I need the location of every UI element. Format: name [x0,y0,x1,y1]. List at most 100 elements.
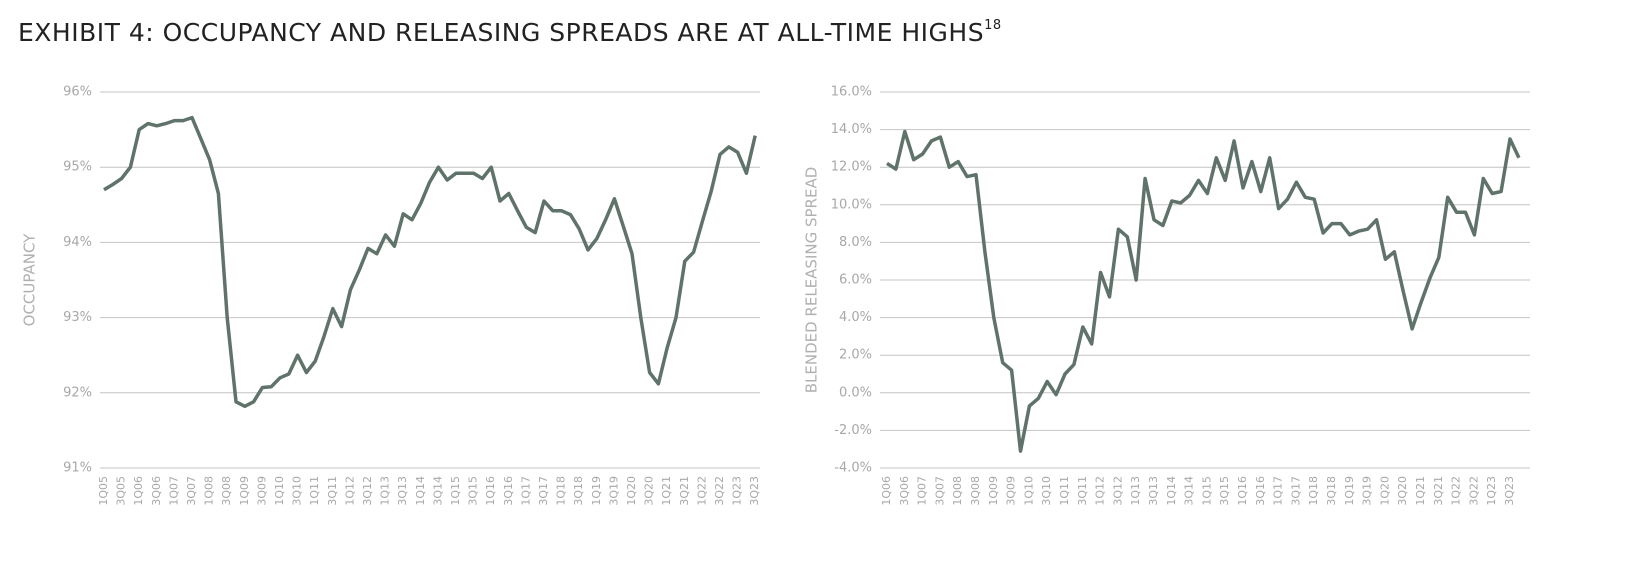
y-tick-label: 8.0% [839,235,872,250]
x-tick-label: 3Q08 [220,476,233,506]
x-tick-label: 3Q15 [467,476,480,506]
x-tick-label: 1Q16 [1236,476,1249,506]
x-tick-label: 1Q14 [414,476,427,506]
title-note: 18 [984,18,1002,33]
y-tick-label: 91% [63,461,92,476]
y-tick-label: 93% [63,310,92,325]
x-tick-label: 1Q13 [1129,476,1142,506]
x-tick-label: 1Q14 [1165,476,1178,506]
x-tick-label: 1Q21 [660,476,673,506]
x-tick-label: 1Q05 [97,476,110,506]
y-tick-label: 6.0% [839,273,872,288]
x-tick-label: 3Q08 [969,476,982,506]
x-tick-label: 3Q10 [291,476,304,506]
line-series [886,129,1521,453]
line-series [103,115,757,409]
x-tick-label: 3Q18 [1325,476,1338,506]
x-tick-label: 1Q06 [132,476,145,506]
x-tick-label: 1Q22 [1450,476,1463,506]
x-tick-label: 1Q23 [731,476,744,506]
x-tick-label: 1Q20 [625,476,638,506]
x-tick-label: 1Q21 [1414,476,1427,506]
x-tick-label: 3Q15 [1218,476,1231,506]
y-tick-label: 2.0% [839,348,872,363]
x-tick-label: 1Q18 [555,476,568,506]
title-group: EXHIBIT 4: OCCUPANCY AND RELEASING SPREA… [18,18,1002,48]
x-tick-label: 3Q11 [1076,476,1089,506]
x-tick-label: 1Q15 [1200,476,1213,506]
y-tick-label: -4.0% [834,461,872,476]
x-tick-label: 1Q12 [1094,476,1107,506]
x-tick-label: 1Q11 [1058,476,1071,506]
x-tick-label: 3Q21 [678,476,691,506]
y-tick-label: 14.0% [831,122,872,137]
x-tick-label: 3Q17 [1289,476,1302,506]
title: EXHIBIT 4: OCCUPANCY AND RELEASING SPREA… [18,18,984,47]
x-tick-label: 3Q23 [748,476,761,506]
x-tick-label: 1Q11 [308,476,321,506]
x-tick-label: 3Q06 [898,476,911,506]
x-tick-label: 3Q07 [933,476,946,506]
x-tick-label: 1Q19 [590,476,603,506]
x-tick-label: 1Q12 [343,476,356,506]
x-tick-label: 3Q20 [643,476,656,506]
x-tick-label: 3Q14 [1183,476,1196,506]
x-tick-label: 1Q22 [695,476,708,506]
x-tick-label: 3Q13 [396,476,409,506]
x-tick-label: 1Q17 [1272,476,1285,506]
x-tick-label: 3Q12 [1111,476,1124,506]
y-tick-label: 10.0% [831,197,872,212]
y-tick-label: 92% [63,385,92,400]
x-tick-label: 3Q16 [502,476,515,506]
x-tick-label: 1Q23 [1485,476,1498,506]
x-tick-label: 1Q19 [1343,476,1356,506]
x-tick-label: 1Q10 [273,476,286,506]
x-tick-label: 1Q09 [238,476,251,506]
x-tick-label: 3Q06 [150,476,163,506]
y-tick-label: 4.0% [839,310,872,325]
x-tick-label: 3Q09 [1005,476,1018,506]
x-tick-label: 1Q17 [519,476,532,506]
y-tick-label: 95% [63,160,92,175]
x-tick-label: 1Q15 [449,476,462,506]
x-tick-label: 3Q12 [361,476,374,506]
x-tick-label: 1Q07 [916,476,929,506]
x-tick-label: 1Q10 [1022,476,1035,506]
x-tick-label: 3Q17 [537,476,550,506]
y-tick-label: 0.0% [839,385,872,400]
x-tick-label: 1Q09 [987,476,1000,506]
x-tick-label: 1Q20 [1378,476,1391,506]
x-tick-label: 3Q19 [1361,476,1374,506]
x-tick-label: 1Q08 [951,476,964,506]
x-tick-label: 1Q13 [379,476,392,506]
y-axis-title: OCCUPANCY [21,233,39,327]
x-tick-label: 3Q22 [1467,476,1480,506]
x-tick-label: 3Q11 [326,476,339,506]
y-tick-label: 16.0% [831,85,872,100]
x-tick-label: 3Q09 [255,476,268,506]
x-tick-label: 3Q19 [607,476,620,506]
y-tick-label: 94% [63,235,92,250]
y-tick-label: -2.0% [834,423,872,438]
x-tick-label: 1Q07 [167,476,180,506]
x-tick-label: 3Q21 [1432,476,1445,506]
x-tick-label: 3Q23 [1503,476,1516,506]
y-tick-label: 96% [63,85,92,100]
x-tick-label: 1Q16 [484,476,497,506]
x-tick-label: 3Q20 [1396,476,1409,506]
x-tick-label: 1Q18 [1307,476,1320,506]
y-tick-label: 12.0% [831,160,872,175]
x-tick-label: 3Q22 [713,476,726,506]
x-tick-label: 3Q07 [185,476,198,506]
x-tick-label: 3Q14 [431,476,444,506]
x-tick-label: 3Q10 [1040,476,1053,506]
x-tick-label: 1Q08 [203,476,216,506]
x-tick-label: 3Q05 [115,476,128,506]
x-tick-label: 3Q13 [1147,476,1160,506]
x-tick-label: 3Q18 [572,476,585,506]
x-tick-label: 3Q16 [1254,476,1267,506]
y-axis-title: BLENDED RELEASING SPREAD [803,167,821,394]
x-tick-label: 1Q06 [880,476,893,506]
